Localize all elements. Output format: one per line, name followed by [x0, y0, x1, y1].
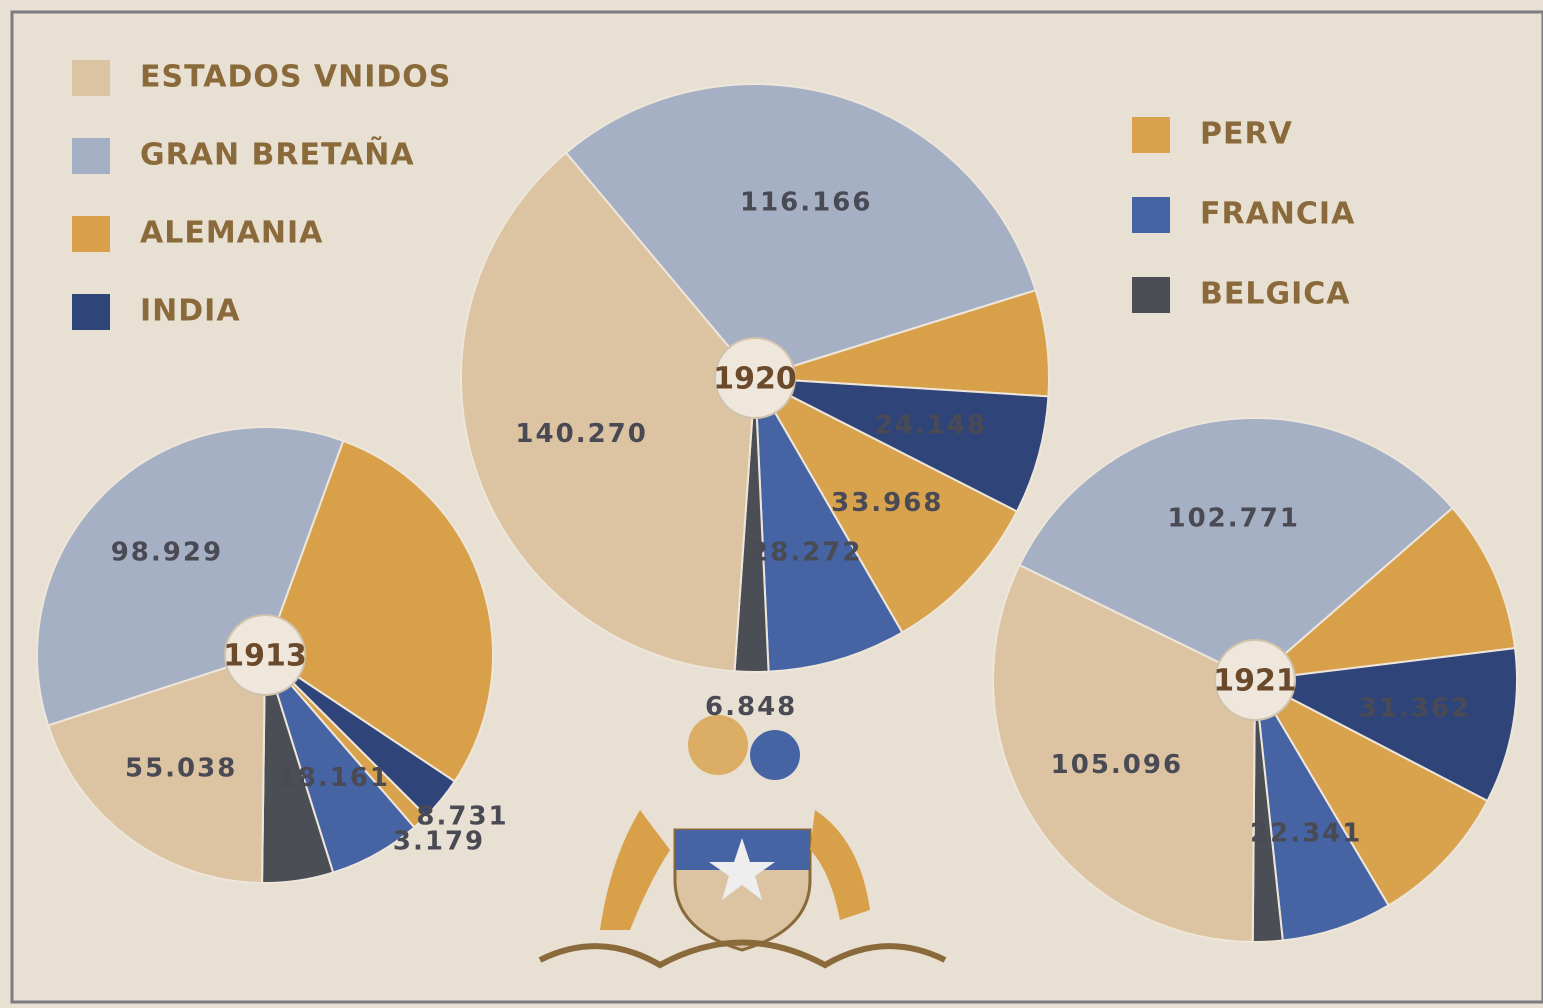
legend-label: BELGICA	[1200, 277, 1351, 312]
pie-slice	[263, 439, 494, 783]
legend-swatch	[1132, 277, 1170, 313]
legend-label: GRAN BRETAÑA	[140, 136, 415, 173]
frame	[10, 10, 1543, 1004]
legend-swatch	[1132, 197, 1170, 233]
pie	[992, 417, 1518, 943]
legend-swatch	[72, 60, 110, 96]
pie-slice	[1251, 506, 1517, 682]
legend-label: ALEMANIA	[140, 216, 323, 251]
pie-year: 1913	[223, 639, 307, 674]
legend-swatch	[72, 138, 110, 174]
legend-label: INDIA	[140, 294, 241, 329]
slice-label: 28.272	[750, 537, 862, 567]
pie-slice	[1254, 679, 1390, 942]
center-disc	[1214, 639, 1296, 721]
pie-slice	[992, 563, 1257, 943]
center-disc	[714, 337, 796, 419]
pie-slice	[1018, 417, 1454, 682]
slice-label: 24.148	[875, 411, 987, 441]
pie-slice	[754, 377, 904, 673]
coat-of-arms	[538, 715, 947, 969]
pie-slice	[752, 375, 1019, 634]
pie-slice	[1252, 677, 1489, 907]
pie	[36, 426, 494, 884]
pie	[459, 83, 1050, 673]
legend-label: PERV	[1200, 117, 1293, 152]
slice-label: 55.038	[125, 753, 237, 783]
slice-label: 6.848	[705, 692, 797, 722]
legend-swatch	[1132, 117, 1170, 153]
pie-year: 1921	[1213, 664, 1297, 699]
pie-slice	[564, 83, 1037, 380]
slice-label: 31.362	[1359, 693, 1471, 723]
pie-slice	[754, 377, 1050, 513]
pie-slice	[46, 653, 267, 884]
slice-label: 105.096	[1051, 750, 1183, 780]
slice-label: 140.270	[515, 419, 647, 449]
pie-year: 1920	[713, 362, 797, 397]
slice-label: 18.161	[278, 763, 390, 793]
slice-label: 98.929	[111, 538, 223, 568]
slice-label: 116.166	[740, 188, 872, 218]
pie-slice	[36, 426, 345, 727]
legend-swatch	[72, 216, 110, 252]
slice-label: 102.771	[1168, 503, 1300, 533]
slice-label: 33.968	[831, 488, 943, 518]
legend-label: ESTADOS VNIDOS	[140, 60, 451, 95]
slice-label: 3.179	[393, 826, 485, 856]
slice-label: 8.731	[416, 801, 508, 831]
center-disc	[224, 614, 306, 696]
pie-slice	[1251, 647, 1518, 803]
slice-label: 22.341	[1250, 819, 1362, 849]
pie-slice	[459, 151, 757, 673]
legend-swatch	[72, 294, 110, 330]
legend-label: FRANCIA	[1200, 197, 1355, 232]
